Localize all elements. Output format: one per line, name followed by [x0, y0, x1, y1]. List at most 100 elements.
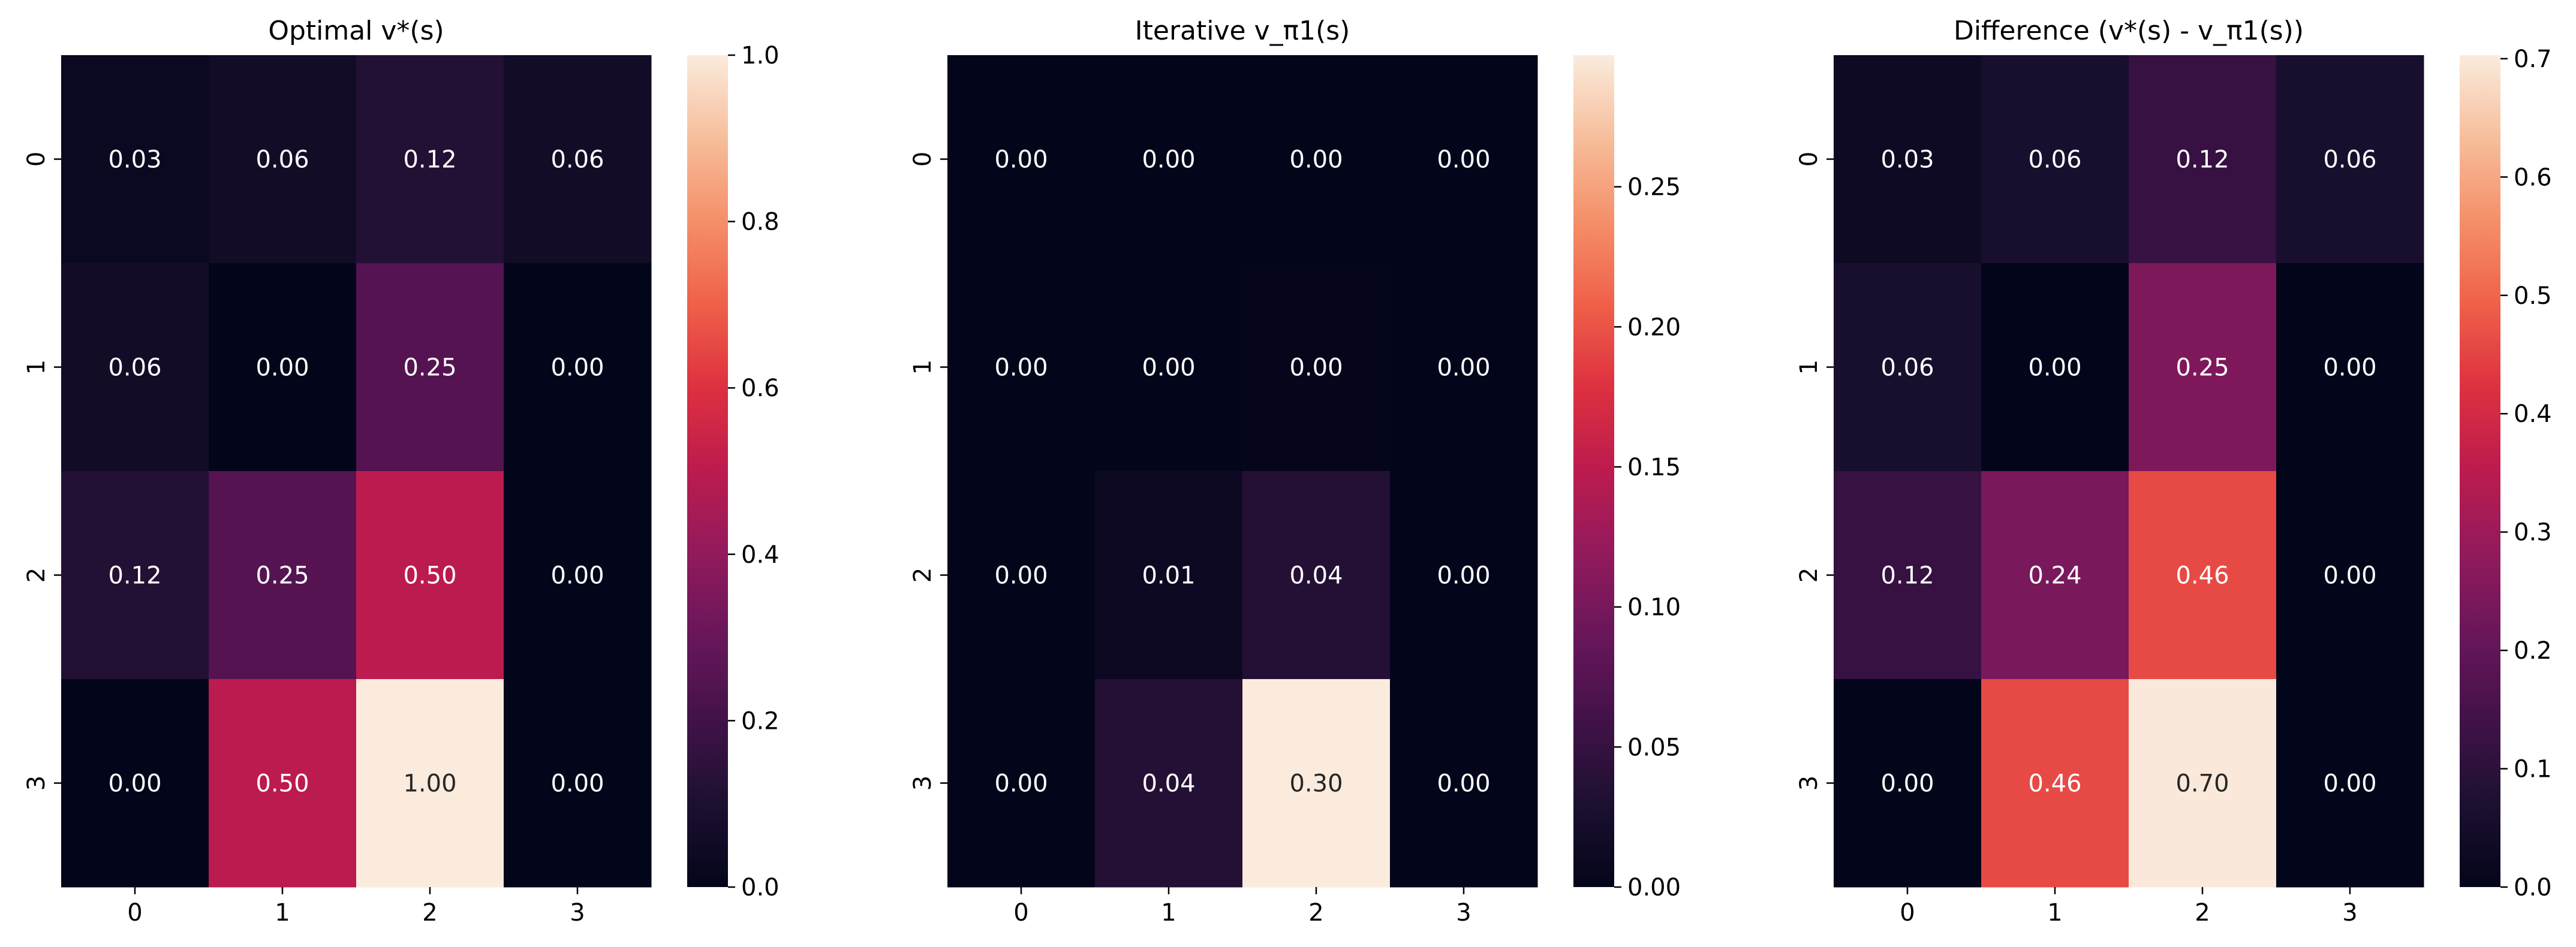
colorbar-tick-label: 0.5: [2514, 282, 2552, 310]
heatmap-cell: [1981, 263, 2129, 472]
cell-value-label: 0.00: [1437, 146, 1490, 174]
heatmap-cell: [1242, 55, 1391, 264]
colorbar: [1573, 55, 1614, 887]
heatmap-cell: [1390, 263, 1538, 472]
heatmap-cell: [1390, 55, 1538, 264]
cell-value-label: 0.24: [2028, 562, 2081, 590]
colorbar-tick-label: 0.20: [1627, 313, 1681, 341]
heatmap-cell: [1981, 55, 2129, 264]
cell-value-label: 0.00: [994, 146, 1048, 174]
cell-value-label: 0.50: [255, 770, 309, 798]
y-tick-label: 0: [1795, 152, 1823, 167]
heatmap-cell: [356, 471, 504, 680]
cell-value-label: 0.00: [1437, 562, 1490, 590]
cell-value-label: 0.03: [108, 146, 161, 174]
heatmap-cell: [61, 263, 209, 472]
cell-value-label: 0.00: [1437, 770, 1490, 798]
cell-value-label: 0.25: [403, 354, 456, 382]
colorbar-tick-label: 0.1: [2514, 756, 2552, 783]
heatmap-cell: [1095, 55, 1243, 264]
cell-value-label: 0.00: [994, 770, 1048, 798]
heatmap-cell: [947, 55, 1096, 264]
cell-value-label: 0.70: [2175, 770, 2229, 798]
x-tick-label: 3: [1456, 899, 1471, 927]
x-tick-label: 1: [2047, 899, 2062, 927]
colorbar: [687, 55, 728, 887]
cell-value-label: 0.06: [2323, 146, 2376, 174]
cell-value-label: 0.00: [2028, 354, 2081, 382]
heatmap-cell: [356, 263, 504, 472]
cell-value-label: 0.00: [550, 770, 604, 798]
cell-value-label: 0.46: [2028, 770, 2081, 798]
heatmap-cell: [2129, 55, 2277, 264]
heatmap-cell: [1834, 55, 1982, 264]
colorbar-tick-label: 0.4: [741, 541, 780, 569]
x-tick-label: 0: [1013, 899, 1028, 927]
x-tick-label: 3: [2342, 899, 2357, 927]
heatmap-cell: [209, 263, 357, 472]
heatmap-cell: [61, 471, 209, 680]
cell-value-label: 0.06: [255, 146, 309, 174]
x-tick-label: 2: [422, 899, 437, 927]
heatmap-cell: [1390, 471, 1538, 680]
heatmap-cell: [2129, 471, 2277, 680]
heatmap-cell: [2276, 263, 2424, 472]
heatmap-cell: [1242, 471, 1391, 680]
y-tick-label: 2: [23, 568, 50, 583]
heatmap-cell: [209, 471, 357, 680]
colorbar-tick-label: 0.8: [741, 209, 780, 236]
x-tick-label: 0: [1900, 899, 1915, 927]
heatmap-cell: [504, 263, 652, 472]
heatmap-cell: [1242, 679, 1391, 888]
cell-value-label: 0.00: [1289, 146, 1343, 174]
cell-value-label: 1.00: [403, 770, 456, 798]
cell-value-label: 0.00: [2323, 770, 2376, 798]
colorbar-tick-label: 0.3: [2514, 519, 2552, 547]
y-tick-label: 1: [909, 360, 937, 375]
colorbar-tick-label: 0.15: [1627, 454, 1681, 481]
heatmap-cell: [1834, 679, 1982, 888]
heatmap-cell: [2129, 679, 2277, 888]
cell-value-label: 0.00: [1289, 354, 1343, 382]
heatmap-cell: [947, 471, 1096, 680]
x-tick-label: 2: [1308, 899, 1323, 927]
heatmap-cell: [1834, 471, 1982, 680]
heatmap-cell: [1095, 679, 1243, 888]
cell-value-label: 0.00: [994, 354, 1048, 382]
heatmap-cell: [1242, 263, 1391, 472]
heatmap-cell: [2276, 679, 2424, 888]
cell-value-label: 0.00: [550, 354, 604, 382]
heatmap-cell: [504, 679, 652, 888]
heatmap-cell: [61, 679, 209, 888]
cell-value-label: 0.06: [1880, 354, 1934, 382]
heatmap-cell: [61, 55, 209, 264]
colorbar-tick-label: 0.6: [2514, 164, 2552, 191]
cell-value-label: 0.00: [2323, 354, 2376, 382]
heatmap-cell: [504, 471, 652, 680]
y-tick-label: 3: [1795, 776, 1823, 791]
x-tick-label: 2: [2195, 899, 2210, 927]
heatmap-panel-3: Difference (v*(s) - v_π1(s))0.03 0.06 0.12…: [1795, 16, 2552, 927]
y-tick-label: 2: [909, 568, 937, 583]
colorbar-tick-label: 0.05: [1627, 734, 1681, 761]
heatmap-cell: [1390, 679, 1538, 888]
cell-value-label: 0.00: [1437, 354, 1490, 382]
y-tick-label: 2: [1795, 568, 1823, 583]
cell-value-label: 0.00: [1142, 146, 1195, 174]
cell-value-label: 0.06: [550, 146, 604, 174]
colorbar-tick-label: 0.10: [1627, 594, 1681, 622]
heatmap-cell: [209, 679, 357, 888]
colorbar-tick-label: 1.0: [741, 42, 780, 70]
cell-value-label: 0.06: [108, 354, 161, 382]
heatmap-cell: [356, 679, 504, 888]
y-tick-label: 1: [23, 360, 50, 375]
y-tick-label: 0: [909, 152, 937, 167]
colorbar-tick-label: 0.2: [741, 707, 780, 735]
cell-value-label: 0.12: [108, 562, 161, 590]
colorbar-tick-label: 0.6: [741, 375, 780, 402]
cell-value-label: 0.25: [2175, 354, 2229, 382]
y-tick-label: 0: [23, 152, 50, 167]
cell-value-label: 0.12: [403, 146, 456, 174]
heatmap-cell: [504, 55, 652, 264]
